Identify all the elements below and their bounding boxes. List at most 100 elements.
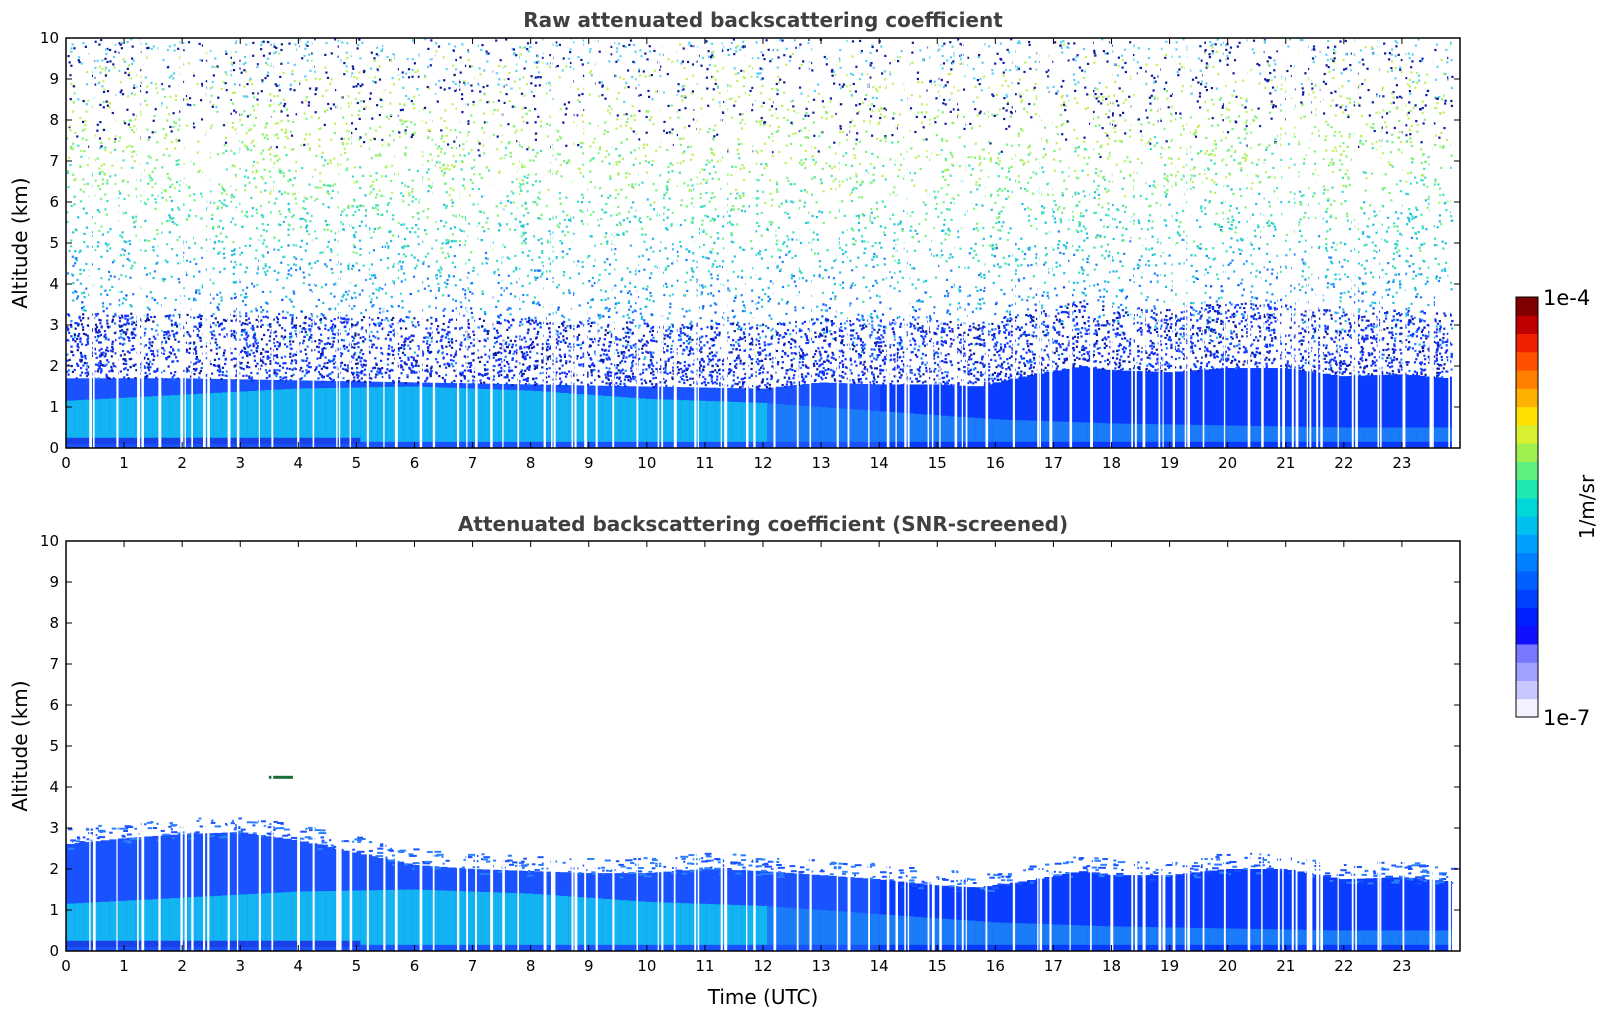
noise-pixel bbox=[850, 72, 853, 75]
noise-pixel bbox=[248, 79, 251, 82]
noise-pixel bbox=[1340, 72, 1343, 75]
noise-pixel bbox=[1322, 158, 1325, 161]
noise-pixel bbox=[1305, 350, 1308, 353]
aerosol-column bbox=[1338, 427, 1348, 442]
noise-pixel bbox=[889, 343, 892, 347]
noise-pixel bbox=[131, 145, 134, 148]
noise-pixel bbox=[776, 265, 779, 268]
noise-pixel bbox=[696, 289, 699, 292]
noise-pixel bbox=[435, 239, 438, 242]
noise-pixel bbox=[1436, 349, 1439, 352]
noise-pixel bbox=[662, 212, 665, 215]
noise-pixel bbox=[373, 59, 376, 62]
noise-pixel bbox=[922, 126, 925, 129]
noise-pixel bbox=[1077, 249, 1080, 252]
noise-pixel bbox=[1211, 330, 1214, 333]
noise-pixel bbox=[1368, 235, 1371, 239]
noise-pixel bbox=[346, 57, 349, 60]
noise-pixel bbox=[83, 291, 86, 294]
noise-pixel bbox=[1222, 131, 1225, 134]
noise-pixel bbox=[387, 202, 390, 205]
noise-pixel bbox=[201, 44, 204, 47]
noise-pixel bbox=[322, 314, 325, 317]
noise-pixel bbox=[1160, 335, 1163, 338]
noise-pixel bbox=[1217, 297, 1220, 300]
noise-pixel bbox=[118, 69, 121, 72]
noise-pixel bbox=[691, 235, 694, 239]
noise-pixel bbox=[483, 93, 486, 96]
noise-pixel bbox=[252, 139, 255, 142]
noise-pixel bbox=[1194, 364, 1197, 367]
noise-pixel bbox=[195, 262, 198, 266]
noise-pixel bbox=[913, 184, 916, 187]
noise-pixel bbox=[454, 128, 457, 132]
aerosol-column bbox=[741, 402, 751, 442]
noise-pixel bbox=[1007, 231, 1010, 234]
noise-pixel bbox=[1397, 312, 1401, 315]
noise-pixel bbox=[979, 161, 982, 165]
noise-pixel bbox=[758, 250, 762, 253]
noise-pixel bbox=[506, 256, 509, 259]
noise-pixel bbox=[1439, 194, 1442, 197]
noise-pixel bbox=[403, 347, 406, 351]
noise-pixel bbox=[121, 93, 125, 96]
noise-pixel bbox=[738, 157, 741, 160]
noise-pixel bbox=[524, 317, 527, 321]
surface-band bbox=[169, 437, 180, 444]
noise-pixel bbox=[1061, 211, 1064, 214]
noise-pixel bbox=[940, 148, 943, 152]
noise-pixel bbox=[1163, 173, 1166, 176]
noise-pixel bbox=[446, 252, 450, 255]
noise-pixel bbox=[1405, 124, 1408, 127]
noise-pixel bbox=[651, 368, 654, 371]
noise-pixel bbox=[1342, 149, 1346, 153]
noise-pixel bbox=[794, 309, 797, 312]
noise-pixel bbox=[1214, 143, 1217, 146]
noise-pixel bbox=[422, 260, 425, 264]
noise-pixel bbox=[884, 136, 887, 139]
noise-pixel bbox=[459, 301, 462, 304]
noise-pixel bbox=[839, 131, 842, 134]
noise-pixel bbox=[1077, 154, 1080, 157]
noise-pixel bbox=[534, 276, 537, 279]
aerosol-column bbox=[680, 400, 690, 442]
noise-pixel bbox=[1083, 280, 1086, 283]
noise-pixel bbox=[1435, 244, 1438, 247]
noise-pixel bbox=[568, 218, 571, 221]
aerosol-column bbox=[74, 400, 84, 442]
noise-pixel bbox=[1074, 193, 1077, 196]
noise-pixel bbox=[900, 163, 903, 166]
noise-pixel bbox=[1213, 319, 1216, 322]
noise-pixel bbox=[146, 85, 149, 88]
noise-pixel bbox=[744, 306, 747, 309]
noise-pixel bbox=[139, 179, 142, 182]
noise-pixel bbox=[821, 167, 824, 170]
noise-pixel bbox=[169, 216, 172, 219]
noise-pixel bbox=[156, 349, 159, 352]
noise-pixel bbox=[1182, 166, 1185, 169]
noise-pixel bbox=[107, 137, 111, 140]
noise-pixel bbox=[479, 99, 482, 102]
noise-pixel bbox=[633, 215, 636, 218]
noise-pixel bbox=[683, 150, 686, 153]
noise-pixel bbox=[1113, 126, 1116, 129]
noise-pixel bbox=[218, 183, 221, 186]
noise-pixel bbox=[726, 279, 729, 282]
noise-pixel bbox=[1326, 268, 1329, 271]
noise-pixel bbox=[386, 203, 389, 206]
noise-pixel bbox=[1408, 265, 1411, 268]
noise-pixel bbox=[160, 377, 163, 380]
noise-pixel bbox=[1121, 66, 1124, 69]
noise-pixel bbox=[841, 85, 844, 88]
noise-pixel bbox=[691, 153, 694, 156]
noise-pixel bbox=[615, 311, 618, 314]
aerosol-column bbox=[1070, 422, 1080, 442]
noise-pixel bbox=[865, 377, 868, 380]
noise-pixel bbox=[1199, 310, 1202, 313]
noise-pixel bbox=[1083, 299, 1086, 302]
noise-pixel bbox=[1076, 204, 1079, 207]
noise-pixel bbox=[841, 261, 845, 264]
noise-pixel bbox=[235, 189, 238, 192]
noise-pixel bbox=[1227, 108, 1231, 112]
noise-pixel bbox=[601, 84, 604, 87]
